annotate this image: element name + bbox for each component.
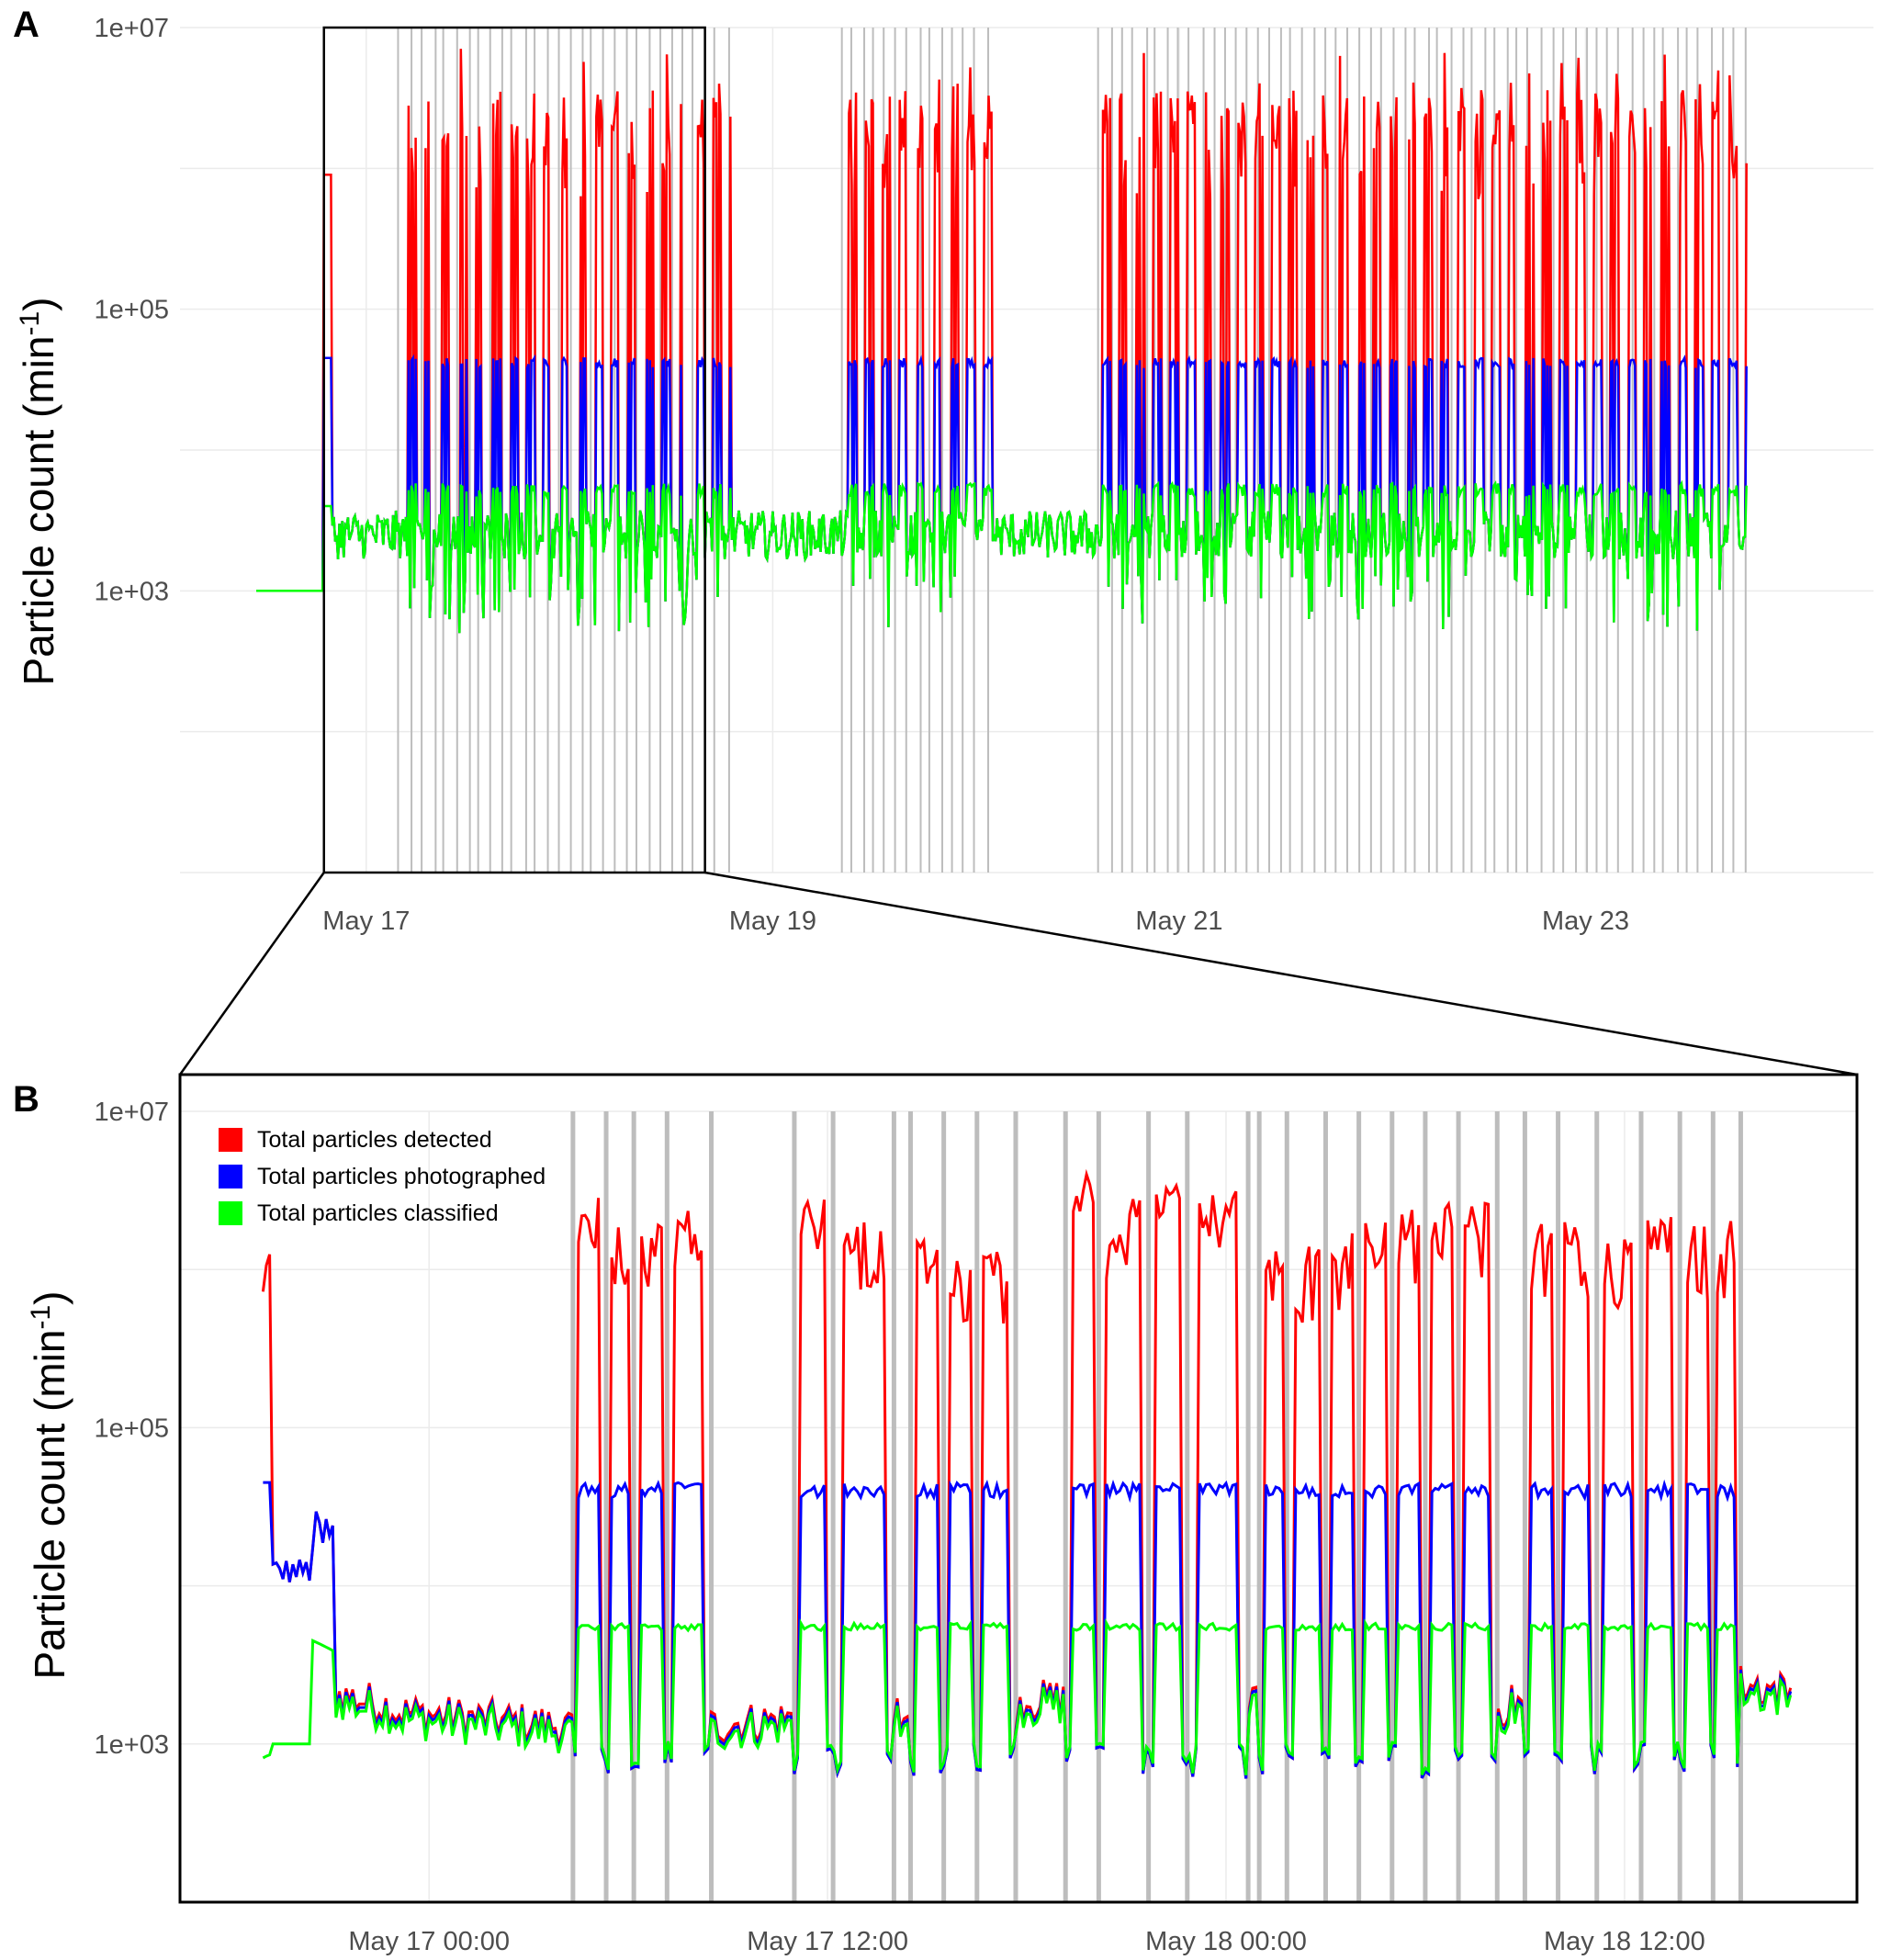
legend-swatch — [219, 1201, 242, 1225]
panel-a-y-ticks: 1e+03 1e+05 1e+07 — [95, 14, 169, 606]
x-tick-label: May 19 — [729, 907, 816, 936]
legend-label: Total particles photographed — [257, 1164, 546, 1189]
panel-b-chart: 1e+03 1e+05 1e+07 May 17 00:00 May 17 12:00… — [13, 1073, 1859, 1956]
y-tick-label: 1e+03 — [95, 577, 169, 606]
y-tick-label: 1e+05 — [95, 1414, 169, 1443]
y-tick-label: 1e+07 — [95, 1098, 169, 1127]
panel-a-x-ticks: May 17 May 19 May 21 May 23 — [322, 907, 1629, 936]
panel-b-y-ticks: 1e+03 1e+05 1e+07 — [95, 1098, 169, 1760]
panel-b-legend: Total particles detected Total particles … — [219, 1127, 546, 1226]
y-tick-label: 1e+05 — [95, 296, 169, 325]
legend-swatch — [219, 1128, 242, 1152]
y-tick-label: 1e+03 — [95, 1730, 169, 1760]
legend-label: Total particles classified — [257, 1200, 499, 1226]
panel-a-letter: A — [13, 5, 39, 45]
panel-a-series — [256, 49, 1748, 634]
panel-b-y-axis-label: Particle count (min-1) — [26, 1291, 73, 1680]
panel-a-chart: 1e+03 1e+05 1e+07 May 17 May 19 May 21 May 23… — [13, 5, 1873, 936]
legend-label: Total particles detected — [257, 1127, 492, 1153]
series-classified-line — [262, 1617, 1793, 1775]
x-tick-label: May 23 — [1542, 907, 1629, 936]
x-tick-label: May 17 — [322, 907, 410, 936]
x-tick-label: May 21 — [1135, 907, 1222, 936]
x-tick-label: May 18 12:00 — [1544, 1927, 1705, 1956]
y-tick-label: 1e+07 — [95, 14, 169, 43]
series-classified-line — [256, 479, 1748, 634]
zoom-connector-right — [704, 871, 1858, 1076]
panel-b-frame — [178, 1073, 1859, 1904]
x-tick-label: May 17 00:00 — [348, 1927, 510, 1956]
panel-a-zoom-box — [322, 26, 706, 874]
panel-a-y-axis-label: Particle count (min-1) — [15, 298, 62, 686]
panel-b-x-ticks: May 17 00:00 May 17 12:00 May 18 00:00 May … — [348, 1927, 1705, 1956]
x-tick-label: May 17 12:00 — [747, 1927, 908, 1956]
legend-swatch — [219, 1165, 242, 1188]
x-tick-label: May 18 00:00 — [1145, 1927, 1307, 1956]
panel-b-letter: B — [13, 1079, 39, 1120]
zoom-connector-left — [178, 872, 325, 1076]
panel-b-event-lines — [570, 1111, 1743, 1902]
panel-b-series — [261, 1168, 1793, 1779]
